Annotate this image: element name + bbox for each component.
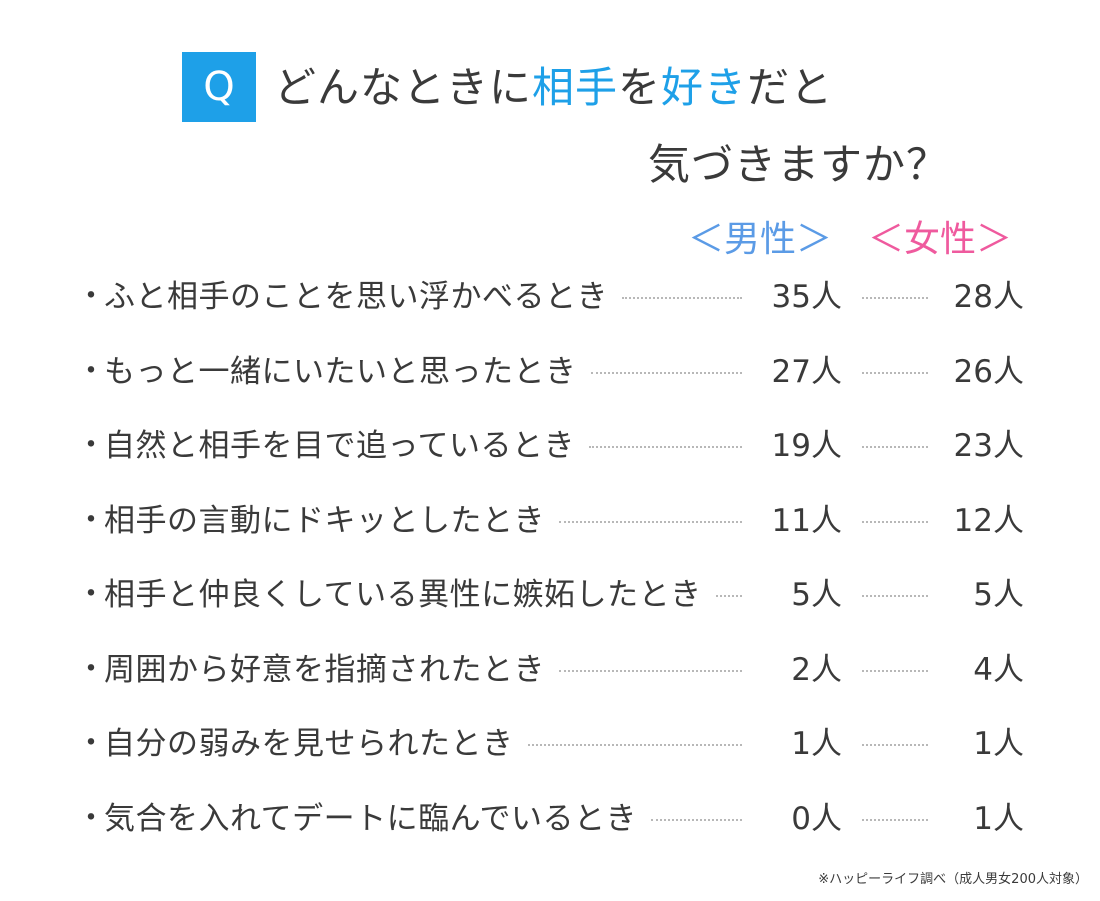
bullet-mark: ・ bbox=[76, 726, 106, 761]
title-text-3: だと bbox=[747, 63, 834, 112]
question-badge: Q bbox=[182, 52, 256, 122]
male-count: 1人 bbox=[791, 726, 842, 762]
table-row: ・もっと一緒にいたいと思ったとき 27人 26人 bbox=[0, 347, 1100, 397]
row-label: 気合を入れてデートに臨んでいるとき bbox=[104, 801, 638, 837]
leader-dots-female bbox=[862, 819, 928, 821]
leader-dots-female bbox=[862, 744, 928, 746]
column-header-male: ＜男性＞ bbox=[688, 219, 833, 260]
female-count: 28人 bbox=[953, 279, 1024, 315]
row-label: 自然と相手を目で追っているとき bbox=[104, 428, 575, 464]
row-label: 自分の弱みを見せられたとき bbox=[104, 726, 514, 762]
leader-dots-female bbox=[862, 297, 928, 299]
table-row: ・自分の弱みを見せられたとき 1人 1人 bbox=[0, 719, 1100, 769]
leader-dots-male bbox=[559, 521, 742, 523]
leader-dots-male bbox=[559, 670, 742, 672]
title-highlight-2: 好き bbox=[661, 63, 748, 112]
source-footnote: ※ハッピーライフ調べ（成人男女200人対象） bbox=[818, 872, 1088, 887]
leader-dots-male bbox=[591, 372, 742, 374]
male-count: 27人 bbox=[771, 354, 842, 390]
table-row: ・自然と相手を目で追っているとき 19人 23人 bbox=[0, 421, 1100, 471]
male-count: 11人 bbox=[771, 503, 842, 539]
female-count: 1人 bbox=[973, 726, 1024, 762]
leader-dots-male bbox=[716, 595, 742, 597]
row-label: もっと一緒にいたいと思ったとき bbox=[104, 354, 577, 390]
male-count: 5人 bbox=[791, 577, 842, 613]
bullet-mark: ・ bbox=[76, 279, 106, 314]
table-row: ・気合を入れてデートに臨んでいるとき 0人 1人 bbox=[0, 794, 1100, 844]
male-count: 35人 bbox=[771, 279, 842, 315]
bullet-mark: ・ bbox=[76, 801, 106, 836]
bullet-mark: ・ bbox=[76, 503, 106, 538]
female-count: 26人 bbox=[953, 354, 1024, 390]
table-row: ・相手と仲良くしている異性に嫉妬したとき 5人 5人 bbox=[0, 570, 1100, 620]
leader-dots-male bbox=[589, 446, 742, 448]
leader-dots-female bbox=[862, 372, 928, 374]
title-text-2: を bbox=[618, 63, 662, 112]
chart-title-line-1: どんなときに相手を好きだと bbox=[274, 58, 833, 118]
table-row: ・相手の言動にドキッとしたとき 11人 12人 bbox=[0, 496, 1100, 546]
female-count: 23人 bbox=[953, 428, 1024, 464]
female-count: 5人 bbox=[973, 577, 1024, 613]
row-label: 周囲から好意を指摘されたとき bbox=[104, 652, 545, 688]
leader-dots-female bbox=[862, 670, 928, 672]
table-row: ・ふと相手のことを思い浮かべるとき 35人 28人 bbox=[0, 272, 1100, 322]
leader-dots-female bbox=[862, 521, 928, 523]
bullet-mark: ・ bbox=[76, 652, 106, 687]
row-label: 相手と仲良くしている異性に嫉妬したとき bbox=[104, 577, 702, 613]
bullet-mark: ・ bbox=[76, 354, 106, 389]
chart-title-line-2: 気づきますか？ bbox=[648, 140, 950, 189]
row-label: ふと相手のことを思い浮かべるとき bbox=[104, 279, 608, 315]
male-count: 19人 bbox=[771, 428, 842, 464]
female-count: 1人 bbox=[973, 801, 1024, 837]
bullet-mark: ・ bbox=[76, 577, 106, 612]
row-label: 相手の言動にドキッとしたとき bbox=[104, 503, 545, 539]
male-count: 2人 bbox=[791, 652, 842, 688]
leader-dots-male bbox=[622, 297, 742, 299]
leader-dots-female bbox=[862, 446, 928, 448]
female-count: 12人 bbox=[953, 503, 1024, 539]
bullet-mark: ・ bbox=[76, 428, 106, 463]
male-count: 0人 bbox=[791, 801, 842, 837]
title-highlight-1: 相手 bbox=[532, 63, 619, 112]
table-row: ・周囲から好意を指摘されたとき 2人 4人 bbox=[0, 645, 1100, 695]
leader-dots-male bbox=[651, 819, 742, 821]
column-header-female: ＜女性＞ bbox=[868, 219, 1013, 260]
leader-dots-female bbox=[862, 595, 928, 597]
female-count: 4人 bbox=[973, 652, 1024, 688]
title-text-1: どんなときに bbox=[274, 63, 533, 112]
leader-dots-male bbox=[528, 744, 742, 746]
